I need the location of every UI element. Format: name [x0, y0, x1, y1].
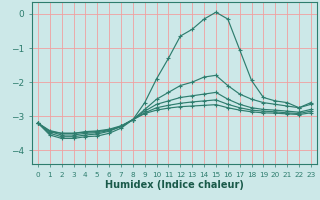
X-axis label: Humidex (Indice chaleur): Humidex (Indice chaleur) — [105, 180, 244, 190]
